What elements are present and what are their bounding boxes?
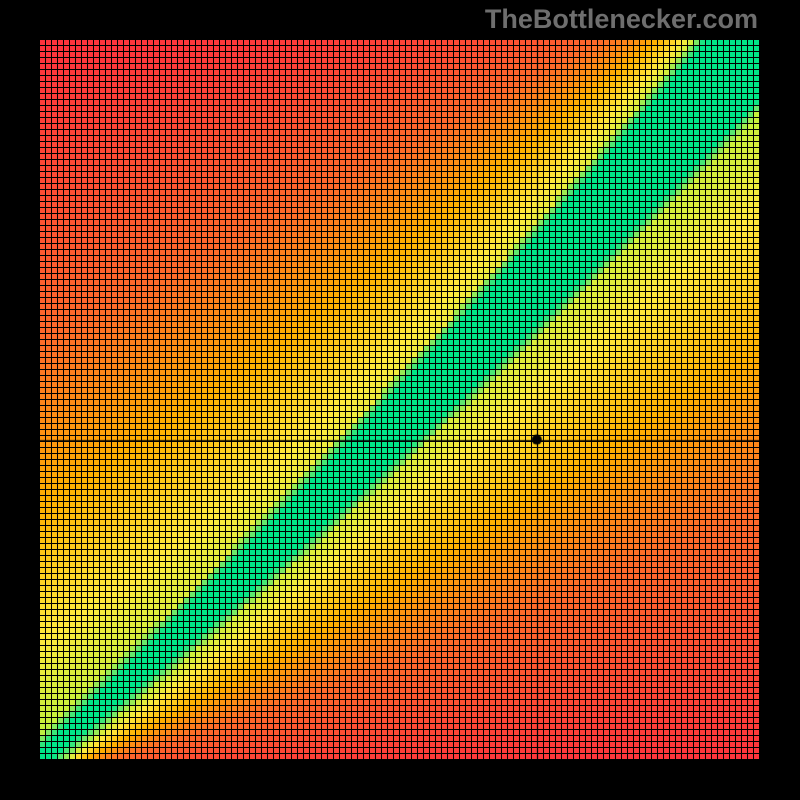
chart-container: TheBottlenecker.com (0, 0, 800, 800)
crosshair-overlay (40, 40, 760, 760)
watermark-text: TheBottlenecker.com (485, 4, 758, 35)
